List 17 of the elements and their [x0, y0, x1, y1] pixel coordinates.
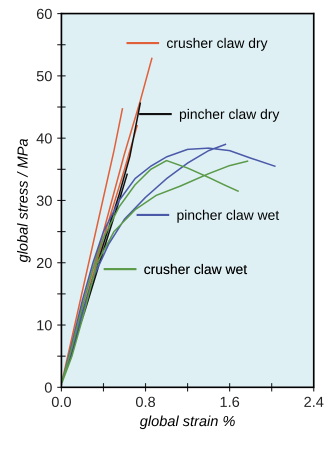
x-tick-label: 1.6 [220, 396, 240, 408]
x-tick-label: 0.8 [136, 396, 156, 408]
y-axis-title: global stress / MPa [17, 138, 31, 262]
x-axis-title: global strain % [140, 415, 235, 430]
y-tick-label: 40 [36, 133, 52, 144]
y-tick-label: 0 [44, 382, 52, 393]
legend-label: crusher claw dry [167, 38, 268, 51]
x-tick-label: 2.4 [304, 396, 324, 407]
y-tick-label: 50 [36, 70, 52, 82]
legend-label: crusher claw wet [144, 264, 248, 274]
x-tick-label: 0.0 [52, 396, 71, 408]
y-tick-label: 30 [36, 196, 52, 206]
legend-label: pincher claw dry [180, 108, 280, 122]
y-tick-label: 20 [36, 258, 52, 268]
y-tick-label: 60 [36, 8, 52, 20]
y-tick-label: 10 [37, 320, 52, 330]
legend-label: pincher claw wet [177, 210, 280, 223]
